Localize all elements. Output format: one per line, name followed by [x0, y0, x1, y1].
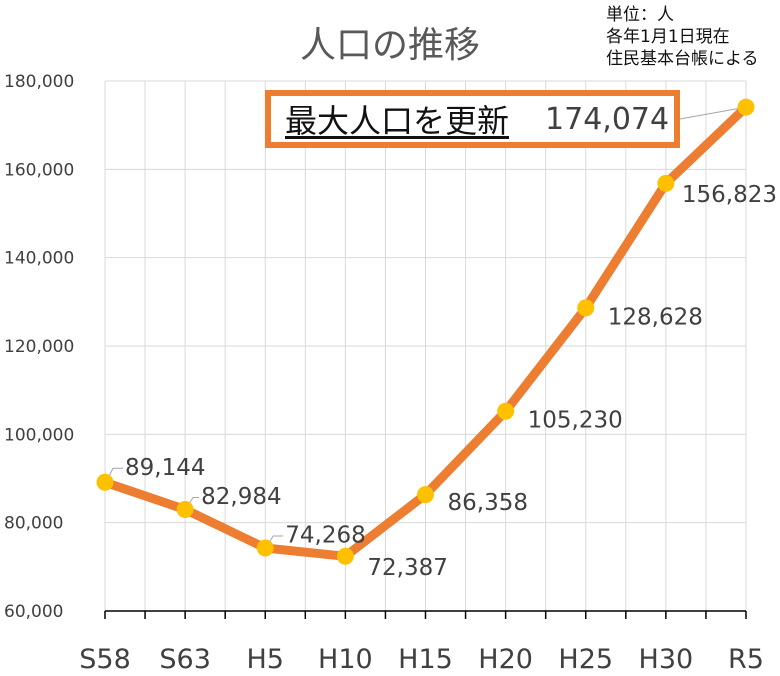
- data-point: [737, 98, 755, 116]
- label-leader-line: [108, 467, 123, 477]
- data-point: [497, 402, 515, 420]
- y-tick-label: 80,000: [4, 514, 63, 534]
- data-label: 82,984: [201, 484, 281, 510]
- record-callout: 最大人口を更新 174,074: [265, 90, 680, 148]
- data-point: [657, 174, 675, 192]
- x-tick-label: H25: [558, 644, 613, 675]
- data-point: [256, 539, 274, 557]
- label-leader-lines: [108, 106, 747, 543]
- x-tick-label: H30: [639, 644, 694, 675]
- data-label: 89,144: [125, 455, 205, 481]
- data-point: [577, 299, 595, 317]
- callout-leader-line: [679, 106, 747, 120]
- x-tick-label: H5: [247, 644, 284, 675]
- label-leader-line: [188, 496, 200, 504]
- data-label: 72,387: [367, 555, 447, 581]
- source-note: 住民基本台帳による: [606, 49, 759, 69]
- x-tick-label: S58: [79, 644, 131, 675]
- y-tick-label: 60,000: [4, 602, 63, 622]
- x-tick-label: H10: [318, 644, 373, 675]
- data-label: 128,628: [608, 304, 703, 330]
- y-tick-label: 180,000: [4, 72, 74, 92]
- x-tick-label: S63: [159, 644, 211, 675]
- x-tick-label: H15: [398, 644, 453, 675]
- axes: [104, 610, 747, 619]
- record-callout-value: 174,074: [545, 101, 670, 137]
- unit-note: 単位：人: [606, 5, 674, 25]
- data-point: [417, 486, 434, 504]
- y-tick-label: 140,000: [4, 249, 74, 269]
- y-tick-label: 160,000: [4, 160, 74, 180]
- chart-title: 人口の推移: [299, 25, 480, 66]
- label-leader-line: [268, 535, 284, 543]
- as-of-note: 各年1月1日現在: [606, 27, 730, 47]
- data-label: 74,268: [285, 522, 365, 548]
- data-label: 105,230: [528, 408, 623, 434]
- data-point: [336, 547, 354, 565]
- data-label: 86,358: [448, 490, 528, 516]
- data-point: [96, 473, 114, 491]
- chart-note: 単位：人 各年1月1日現在 住民基本台帳による: [606, 4, 759, 70]
- record-callout-label: 最大人口を更新: [285, 102, 510, 140]
- tick-labels: 60,000 80,000 100,000 120,000 140,000 160,000…: [4, 72, 764, 675]
- data-markers: [96, 98, 755, 565]
- gridlines: [104, 80, 747, 611]
- data-point: [176, 500, 194, 518]
- y-tick-label: 120,000: [4, 337, 74, 357]
- x-tick-label: H20: [478, 644, 533, 675]
- y-tick-label: 100,000: [4, 425, 74, 445]
- x-tick-label: R5: [728, 644, 764, 675]
- data-label: 156,823: [682, 182, 777, 208]
